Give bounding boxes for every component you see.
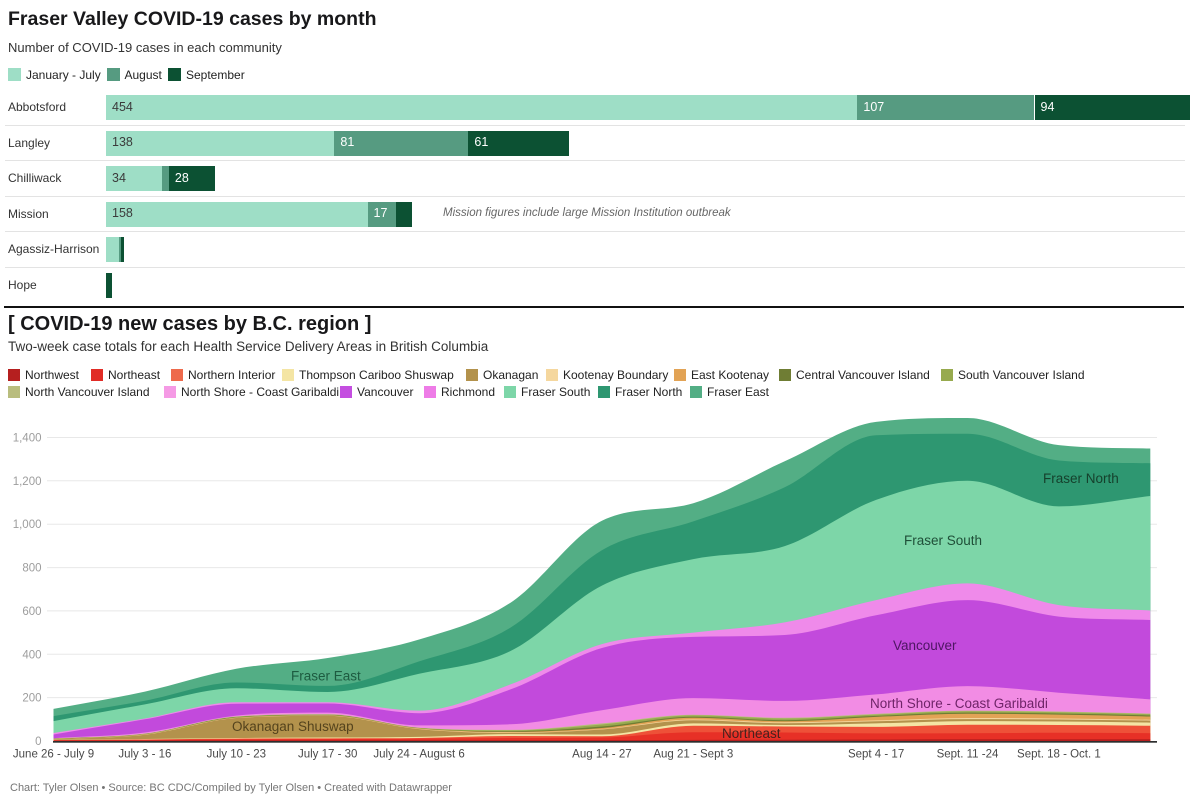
svg-text:Fraser North: Fraser North — [1043, 471, 1119, 486]
svg-text:Sept 4 - 17: Sept 4 - 17 — [848, 749, 904, 761]
svg-text:Sept. 11 -24: Sept. 11 -24 — [937, 749, 999, 761]
svg-text:Sept. 18 - Oct. 1: Sept. 18 - Oct. 1 — [1017, 749, 1101, 761]
svg-text:1,200: 1,200 — [13, 476, 42, 488]
svg-text:North Shore - Coast Garibaldi: North Shore - Coast Garibaldi — [870, 696, 1048, 711]
svg-text:200: 200 — [22, 693, 41, 705]
svg-text:0: 0 — [35, 736, 41, 748]
svg-text:Aug 21 - Sept 3: Aug 21 - Sept 3 — [653, 749, 733, 761]
svg-text:June 26 - July 9: June 26 - July 9 — [13, 749, 94, 761]
svg-text:Northeast: Northeast — [722, 726, 781, 741]
svg-text:600: 600 — [22, 606, 41, 618]
svg-text:800: 800 — [22, 563, 41, 575]
svg-text:Fraser South: Fraser South — [904, 533, 982, 548]
svg-text:Aug 14 - 27: Aug 14 - 27 — [572, 749, 631, 761]
svg-text:July 3 - 16: July 3 - 16 — [118, 749, 171, 761]
svg-text:400: 400 — [22, 649, 41, 661]
svg-text:Fraser East: Fraser East — [291, 669, 361, 684]
svg-text:July 10 - 23: July 10 - 23 — [207, 749, 266, 761]
svg-text:Vancouver: Vancouver — [893, 638, 957, 653]
svg-text:July 17 - 30: July 17 - 30 — [298, 749, 357, 761]
svg-text:1,000: 1,000 — [13, 519, 42, 531]
svg-text:Okanagan Shuswap: Okanagan Shuswap — [232, 719, 354, 734]
svg-text:July 24 - August 6: July 24 - August 6 — [373, 749, 464, 761]
svg-text:1,400: 1,400 — [13, 433, 42, 445]
